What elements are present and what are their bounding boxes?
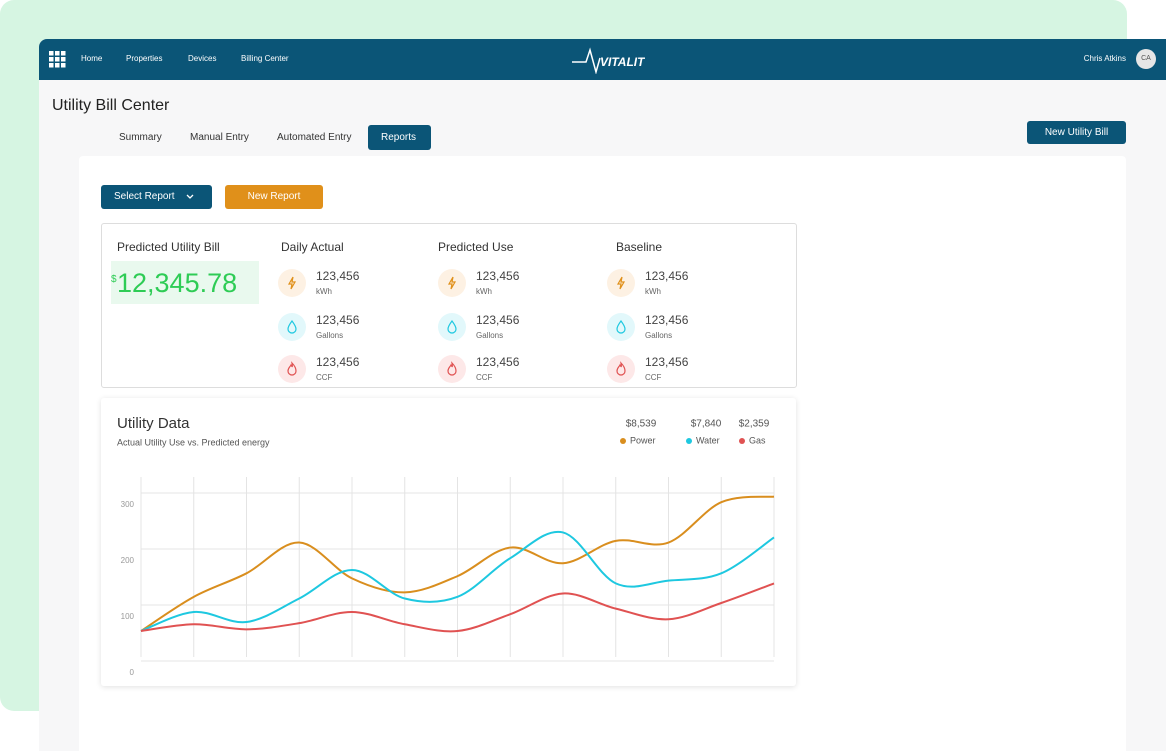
y-tick-label: 0 xyxy=(130,668,135,677)
metric-icon xyxy=(438,269,466,297)
metric-unit: CCF xyxy=(476,373,493,382)
legend-name: Power xyxy=(630,435,656,445)
metric-icon xyxy=(607,355,635,383)
nav-item[interactable]: Billing Center xyxy=(241,54,289,63)
chart-title: Utility Data xyxy=(117,415,190,432)
chart: Utility Data Actual Utility Use vs. Pred… xyxy=(117,415,775,677)
metric-unit: Gallons xyxy=(476,331,504,340)
metric-unit: kWh xyxy=(645,287,661,296)
metric-unit: kWh xyxy=(316,287,332,296)
legend-dot xyxy=(739,438,745,444)
column-title: Daily Actual xyxy=(281,240,344,254)
legend-total: $8,539 xyxy=(626,419,657,430)
metric-unit: CCF xyxy=(645,373,662,382)
top-bar xyxy=(39,39,1166,80)
metric-value: 123,456 xyxy=(316,355,360,369)
metric-value: 123,456 xyxy=(316,313,360,327)
tab-active-bg xyxy=(368,125,431,150)
select-report[interactable]: Select Report xyxy=(101,185,212,209)
column-title: Baseline xyxy=(616,240,663,254)
column-title: Predicted Use xyxy=(438,240,514,254)
series-line xyxy=(140,530,775,632)
tab[interactable]: Summary xyxy=(119,132,162,143)
metric-icon xyxy=(278,313,306,341)
tab[interactable]: Reports xyxy=(381,132,417,143)
metric-unit: Gallons xyxy=(645,331,673,340)
metric-icon xyxy=(607,269,635,297)
new-bill-button[interactable]: New Utility Bill xyxy=(1027,121,1126,144)
nav-item[interactable]: Home xyxy=(81,54,103,63)
metric-value: 123,456 xyxy=(645,269,689,283)
metric-icon xyxy=(607,313,635,341)
y-tick-label: 200 xyxy=(121,556,135,565)
metric-unit: CCF xyxy=(316,373,333,382)
page-title: Utility Bill Center xyxy=(52,97,170,114)
legend-total: $7,840 xyxy=(691,419,722,430)
metric-unit: Gallons xyxy=(316,331,344,340)
bill-amount: 12,345.78 xyxy=(117,268,238,298)
bill-box xyxy=(111,261,259,304)
chevron xyxy=(186,194,194,199)
metric-unit: kWh xyxy=(476,287,492,296)
metric-icon xyxy=(278,355,306,383)
bill-label: Predicted Utility Bill xyxy=(117,240,220,254)
tab[interactable]: Manual Entry xyxy=(190,132,249,143)
tab[interactable]: Automated Entry xyxy=(277,132,352,143)
new-report[interactable]: New Report xyxy=(225,185,323,209)
nav-item[interactable]: Devices xyxy=(188,54,217,63)
legend-name: Gas xyxy=(749,435,766,445)
legend-name: Water xyxy=(696,435,720,445)
series-line xyxy=(140,495,775,632)
nav-item[interactable]: Properties xyxy=(126,54,163,63)
chart-card xyxy=(101,398,796,686)
metric-value: 123,456 xyxy=(476,313,520,327)
legend-dot xyxy=(686,438,692,444)
series-line xyxy=(140,582,775,633)
chart-subtitle: Actual Utility Use vs. Predicted energy xyxy=(117,437,270,447)
user-name[interactable]: Chris Atkins xyxy=(1083,54,1126,63)
metric-value: 123,456 xyxy=(645,355,689,369)
legend-dot xyxy=(620,438,626,444)
legend-total: $2,359 xyxy=(739,419,770,430)
y-tick-label: 300 xyxy=(121,500,135,509)
logo-text: VITALITY xyxy=(600,55,645,69)
logo: VITALITY xyxy=(572,47,645,74)
currency: $ xyxy=(111,274,117,285)
avatar[interactable]: CA xyxy=(1136,49,1156,69)
metric-value: 123,456 xyxy=(476,269,520,283)
metric-icon xyxy=(438,313,466,341)
apps-icon[interactable] xyxy=(49,51,66,68)
metric-icon xyxy=(438,355,466,383)
metric-value: 123,456 xyxy=(476,355,520,369)
metric-icon xyxy=(278,269,306,297)
metric-value: 123,456 xyxy=(645,313,689,327)
metric-value: 123,456 xyxy=(316,269,360,283)
y-tick-label: 100 xyxy=(121,612,135,621)
select-label: Select Report xyxy=(114,191,175,202)
